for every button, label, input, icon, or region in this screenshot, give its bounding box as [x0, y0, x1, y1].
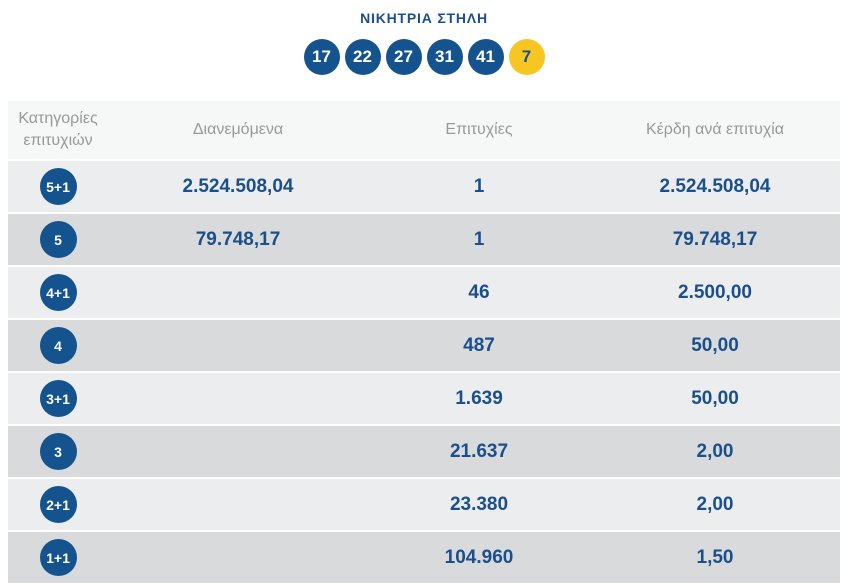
col-header-categories: Κατηγορίες επιτυχιών — [8, 101, 108, 159]
section-title: ΝΙΚΗΤΡΙΑ ΣΤΗΛΗ — [360, 10, 488, 26]
wins-value: 1.639 — [368, 373, 590, 424]
col-header-distributed: Διανεμόμενα — [108, 101, 368, 159]
distributed-value: 79.748,17 — [108, 214, 368, 265]
category-badge: 4+1 — [39, 274, 77, 311]
wins-value: 1 — [368, 214, 590, 265]
prize-value: 50,00 — [590, 320, 840, 371]
col-header-wins: Επιτυχίες — [368, 101, 590, 159]
category-badge: 4 — [39, 327, 77, 364]
category-badge: 2+1 — [39, 486, 77, 523]
col-header-prize: Κέρδη ανά επιτυχία — [590, 101, 840, 159]
prize-value: 1,50 — [590, 532, 840, 583]
distributed-value — [108, 320, 368, 371]
category-badge: 1+1 — [39, 539, 77, 576]
wins-value: 1 — [368, 161, 590, 212]
distributed-value — [108, 373, 368, 424]
winning-number-ball: 17 — [303, 39, 340, 75]
category-badge: 5+1 — [39, 168, 77, 205]
wins-value: 487 — [368, 320, 590, 371]
table-row: 5 79.748,17 1 79.748,17 — [8, 214, 840, 265]
category-badge: 3+1 — [39, 380, 77, 417]
distributed-value — [108, 532, 368, 583]
wins-value: 21.637 — [368, 426, 590, 477]
prize-table: Κατηγορίες επιτυχιών Διανεμόμενα Επιτυχί… — [8, 99, 840, 585]
category-badge: 5 — [39, 221, 77, 258]
wins-value: 104.960 — [368, 532, 590, 583]
distributed-value — [108, 426, 368, 477]
table-row: 3 21.637 2,00 — [8, 426, 840, 477]
prize-value: 50,00 — [590, 373, 840, 424]
category-badge: 3 — [39, 433, 77, 470]
table-row: 4+1 46 2.500,00 — [8, 267, 840, 318]
winning-number-ball: 27 — [385, 39, 422, 75]
prize-value: 79.748,17 — [590, 214, 840, 265]
table-row: 2+1 23.380 2,00 — [8, 479, 840, 530]
prize-value: 2,00 — [590, 479, 840, 530]
distributed-value: 2.524.508,04 — [108, 161, 368, 212]
winning-number-ball: 31 — [426, 39, 463, 75]
tzoker-results-panel: ΝΙΚΗΤΡΙΑ ΣΤΗΛΗ 17 22 27 31 41 7 Κατηγορί… — [8, 0, 840, 585]
prize-value: 2.500,00 — [590, 267, 840, 318]
table-row: 4 487 50,00 — [8, 320, 840, 371]
winning-number-ball: 22 — [344, 39, 381, 75]
table-row: 1+1 104.960 1,50 — [8, 532, 840, 583]
winning-column-section: ΝΙΚΗΤΡΙΑ ΣΤΗΛΗ 17 22 27 31 41 7 — [8, 0, 840, 75]
winning-numbers: 17 22 27 31 41 7 — [8, 39, 840, 75]
prize-value: 2,00 — [590, 426, 840, 477]
wins-value: 23.380 — [368, 479, 590, 530]
joker-number-ball: 7 — [508, 39, 545, 75]
table-row: 5+1 2.524.508,04 1 2.524.508,04 — [8, 161, 840, 212]
table-row: 3+1 1.639 50,00 — [8, 373, 840, 424]
wins-value: 46 — [368, 267, 590, 318]
table-header-row: Κατηγορίες επιτυχιών Διανεμόμενα Επιτυχί… — [8, 101, 840, 159]
distributed-value — [108, 479, 368, 530]
winning-number-ball: 41 — [467, 39, 504, 75]
distributed-value — [108, 267, 368, 318]
prize-value: 2.524.508,04 — [590, 161, 840, 212]
